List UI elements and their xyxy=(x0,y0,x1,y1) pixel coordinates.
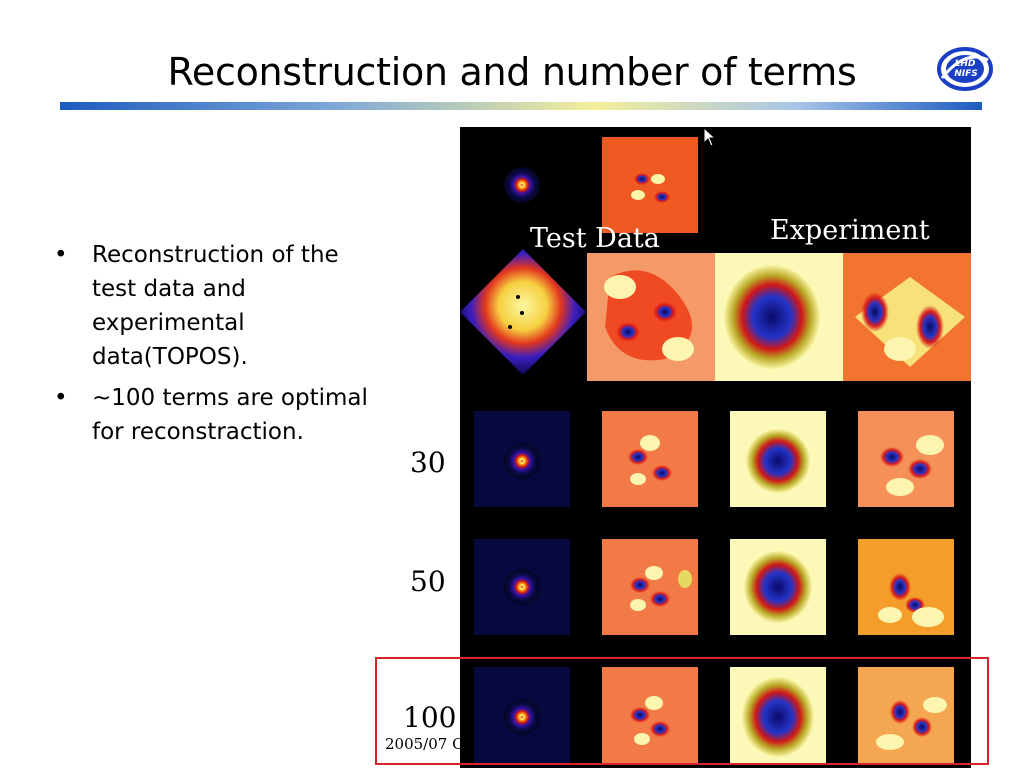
test-data-original xyxy=(460,247,587,377)
reconstruction-row-30 xyxy=(474,411,954,507)
bullet-text: Reconstruction of the test data and expe… xyxy=(92,242,339,370)
bullet-item: • Reconstruction of the test data and ex… xyxy=(52,238,382,374)
lhd-nifs-logo: LHD NIFS xyxy=(936,44,994,94)
footer-date: 2005/07 O xyxy=(385,735,465,753)
bullet-list: • Reconstruction of the test data and ex… xyxy=(52,238,382,456)
bullet-text: ~100 terms are optimal for reconstractio… xyxy=(92,385,368,445)
svg-text:LHD: LHD xyxy=(955,59,976,69)
row-label-50: 50 xyxy=(410,565,446,598)
test-data-reference-pattern xyxy=(602,137,698,233)
svg-text:NIFS: NIFS xyxy=(954,69,978,79)
mouse-cursor-icon xyxy=(703,126,717,151)
bullet-symbol: • xyxy=(54,242,68,268)
experiment-original-2 xyxy=(843,253,971,381)
slide-title: Reconstruction and number of terms xyxy=(167,50,857,94)
experiment-original-1 xyxy=(715,253,843,381)
reconstruction-figure-panel: Test Data Experiment xyxy=(460,127,971,768)
test-data-pattern-original xyxy=(587,253,715,381)
optimal-terms-highlight-box xyxy=(375,657,989,765)
bullet-symbol: • xyxy=(54,385,68,411)
title-underline-bar xyxy=(60,102,982,110)
row-label-100: 100 xyxy=(403,701,457,734)
bullet-item: • ~100 terms are optimal for reconstract… xyxy=(52,381,382,449)
row-label-30: 30 xyxy=(410,446,446,479)
label-test-data: Test Data xyxy=(530,223,660,254)
reconstruction-figure xyxy=(460,137,971,763)
reconstruction-row-100 xyxy=(474,667,954,763)
label-experiment: Experiment xyxy=(770,215,930,246)
reconstruction-row-50 xyxy=(474,539,954,635)
test-data-reference-ring xyxy=(474,137,570,233)
